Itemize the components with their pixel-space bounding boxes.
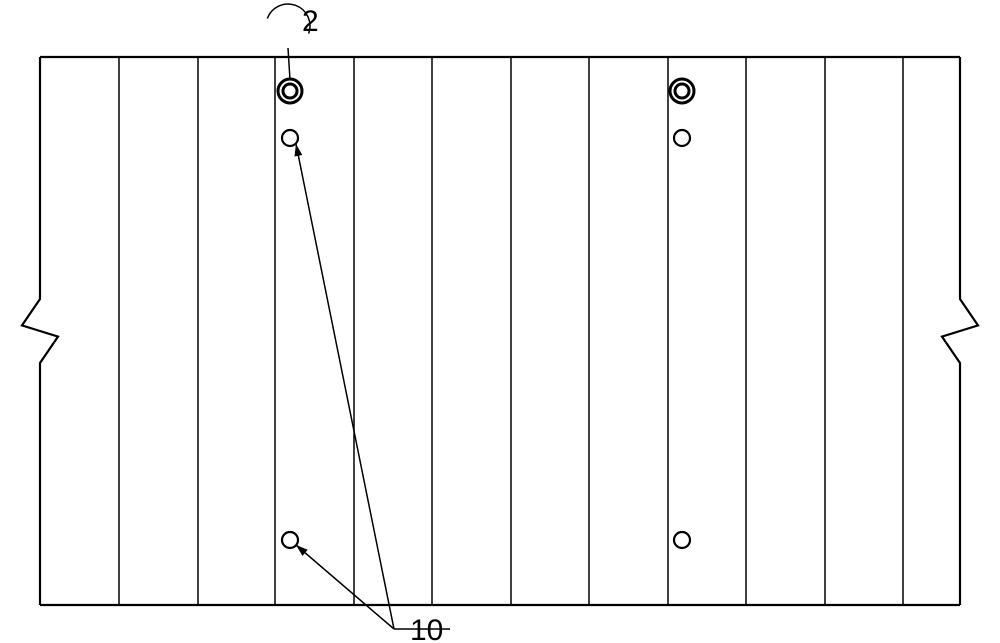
- pivot-marker-inner: [283, 84, 297, 98]
- callout-2-leader: [288, 48, 290, 80]
- callout-10-leader: [296, 144, 394, 629]
- callout-2-label: 2: [302, 5, 319, 38]
- hole-marker: [674, 532, 690, 548]
- callout-10-label: 10: [410, 614, 443, 643]
- hole-marker: [282, 130, 298, 146]
- break-symbol-left: [22, 57, 58, 605]
- hole-marker: [674, 130, 690, 146]
- pivot-marker-inner: [675, 84, 689, 98]
- break-symbol-right: [942, 57, 978, 605]
